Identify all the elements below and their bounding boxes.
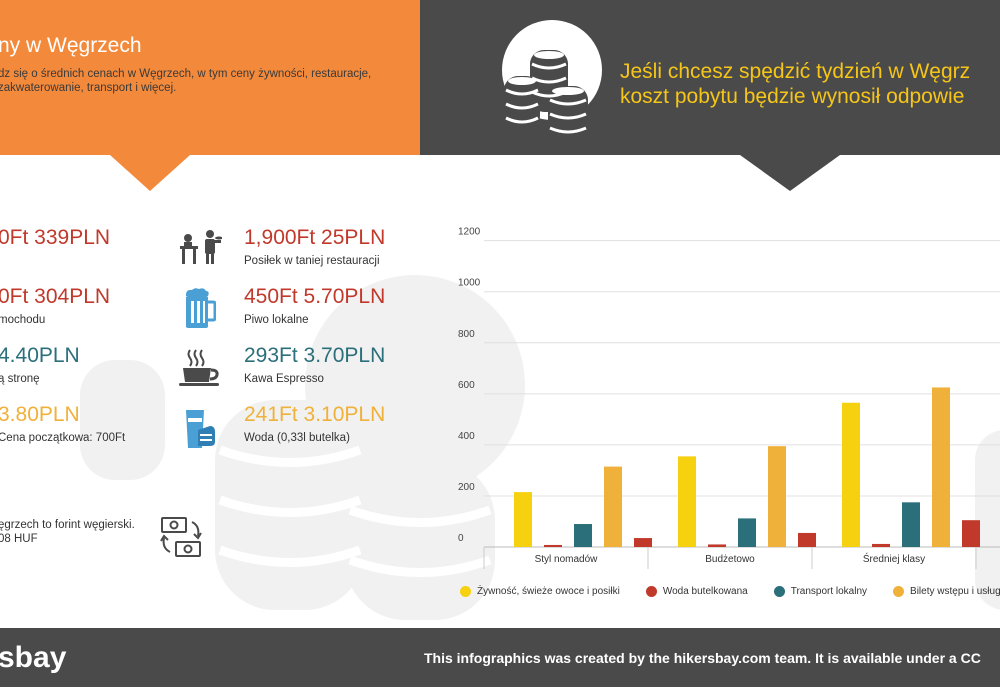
- bar-1-1: [514, 492, 532, 547]
- background-coins-decoration: [80, 275, 1000, 620]
- y-tick-label: 400: [458, 431, 475, 442]
- bar-3-4: [932, 387, 950, 547]
- currency-line1: ęgrzech to forint węgierski.: [0, 519, 135, 531]
- legend-swatch: [645, 586, 657, 597]
- coffee-cup-icon: [179, 349, 219, 386]
- price-water: 241Ft 3.10PLN: [244, 403, 386, 426]
- cost-bar-chart: 0 200 400 600 800 1000 1200 Styl nomadów Budżeto…: [458, 227, 1000, 569]
- legend-item: Transport lokalny: [773, 586, 868, 597]
- header-right-arrow: [740, 155, 840, 191]
- price-beer-label: Piwo lokalne: [244, 314, 309, 326]
- price-left-1: 0Ft 339PLN: [0, 226, 111, 249]
- bar-1-3: [574, 524, 592, 547]
- price-left-4: 3.80PLN: [0, 403, 80, 426]
- water-bottle-icon: [186, 410, 215, 448]
- x-category-label: Budżetowo: [705, 554, 755, 565]
- bar-3-5: [962, 520, 980, 547]
- header-left-arrow: [110, 155, 190, 191]
- legend-label: Żywność, świeże owoce i posiłki: [477, 586, 620, 597]
- coins-stack-icon: [504, 50, 588, 142]
- y-tick-label: 0: [458, 533, 464, 544]
- footer: sbay This infographics was created by th…: [0, 628, 1000, 687]
- waiter-icon: [180, 230, 222, 264]
- legend-item: Woda butelkowana: [645, 586, 748, 597]
- legend-item: Żywność, świeże owoce i posiłki: [460, 586, 620, 597]
- price-left-3-label: ą stronę: [0, 373, 40, 385]
- bar-2-2: [708, 544, 726, 547]
- legend-swatch: [460, 586, 471, 597]
- footer-credit: This infographics was created by the hik…: [424, 650, 981, 666]
- bar-3-1: [842, 402, 860, 547]
- price-espresso-label: Kawa Espresso: [244, 373, 324, 385]
- chart-legend: Żywność, świeże owoce i posiłki Woda bute…: [460, 586, 1000, 597]
- bar-1-5: [634, 538, 652, 547]
- y-tick-label: 600: [458, 380, 475, 391]
- bar-2-1: [678, 456, 696, 547]
- footer-logo: sbay: [0, 641, 67, 674]
- y-tick-label: 800: [458, 329, 475, 340]
- bar-3-2: [872, 543, 890, 547]
- bar-2-3: [738, 518, 756, 547]
- price-left-2: 0Ft 304PLN: [0, 285, 111, 308]
- price-water-label: Woda (0,33l butelka): [244, 432, 350, 444]
- y-tick-label: 1200: [458, 227, 481, 238]
- bar-3-3: [902, 502, 920, 547]
- x-category-label: Średniej klasy: [863, 552, 925, 565]
- cost-heading-line2: koszt pobytu będzie wynosił odpowie: [620, 85, 965, 108]
- page-description: dz się o średnich cenach w Węgrzech, w t…: [0, 68, 372, 94]
- x-category-label: Styl nomadów: [535, 554, 599, 565]
- legend-label: Transport lokalny: [790, 586, 868, 597]
- y-tick-label: 1000: [458, 278, 481, 289]
- legend-item: Bilety wstępu i usługi przewod: [893, 586, 1000, 597]
- bar-1-4: [604, 466, 622, 547]
- page-title: ny w Węgrzech: [0, 34, 142, 57]
- bar-2-4: [768, 446, 786, 547]
- price-beer: 450Ft 5.70PLN: [244, 285, 386, 308]
- currency-exchange-icon: [160, 517, 202, 557]
- cost-heading: Jeśli chcesz spędzić tydzień w Węgrz kos…: [620, 59, 970, 109]
- bar-1-2: [544, 544, 562, 547]
- legend-swatch: [773, 586, 785, 597]
- bar-2-5: [798, 532, 816, 547]
- cost-heading-line1: Jeśli chcesz spędzić tydzień w Węgrz: [620, 60, 971, 83]
- legend-swatch: [893, 586, 905, 597]
- header-left-panel: [0, 0, 420, 155]
- y-tick-label: 200: [458, 482, 475, 493]
- currency-info: ęgrzech to forint węgierski. 08 HUF: [0, 518, 135, 546]
- price-meal-label: Posiłek w taniej restauracji: [244, 255, 380, 267]
- price-left-3: 4.40PLN: [0, 344, 80, 367]
- price-left-2-label: mochodu: [0, 314, 46, 326]
- price-meal: 1,900Ft 25PLN: [244, 226, 386, 249]
- legend-label: Bilety wstępu i usługi przewod: [910, 586, 1000, 597]
- beer-mug-icon: [186, 288, 216, 328]
- legend-label: Woda butelkowana: [662, 586, 748, 597]
- price-left-4-label: Cena początkowa: 700Ft: [0, 432, 126, 444]
- currency-line2: 08 HUF: [0, 533, 38, 545]
- price-espresso: 293Ft 3.70PLN: [244, 344, 386, 367]
